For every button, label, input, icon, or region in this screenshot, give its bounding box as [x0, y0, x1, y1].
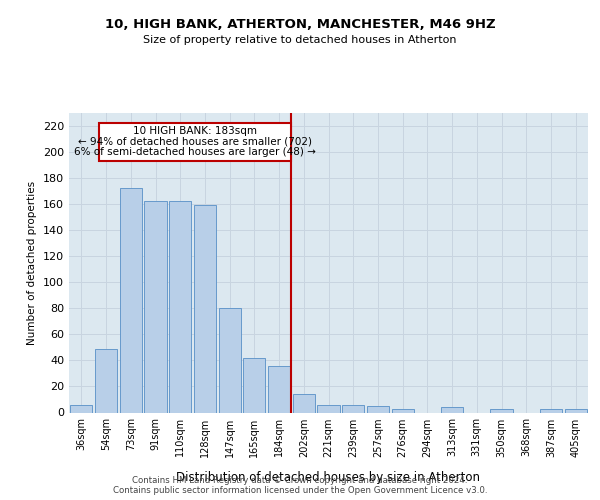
Bar	[565, 408, 587, 412]
Bar	[490, 408, 512, 412]
Bar	[95, 348, 117, 412]
Bar	[119, 188, 142, 412]
Text: Size of property relative to detached houses in Atherton: Size of property relative to detached ho…	[143, 35, 457, 45]
Bar	[194, 205, 216, 412]
Bar	[218, 308, 241, 412]
X-axis label: Distribution of detached houses by size in Atherton: Distribution of detached houses by size …	[176, 471, 481, 484]
Text: Contains public sector information licensed under the Open Government Licence v3: Contains public sector information licen…	[113, 486, 487, 495]
Y-axis label: Number of detached properties: Number of detached properties	[28, 180, 37, 344]
Text: 10 HIGH BANK: 183sqm: 10 HIGH BANK: 183sqm	[133, 126, 257, 136]
Text: ← 94% of detached houses are smaller (702): ← 94% of detached houses are smaller (70…	[78, 137, 312, 147]
Bar	[70, 404, 92, 412]
Bar	[145, 201, 167, 412]
Bar	[342, 404, 364, 412]
Bar	[268, 366, 290, 412]
Bar	[367, 406, 389, 412]
Bar	[540, 408, 562, 412]
Bar	[441, 408, 463, 412]
Text: 10, HIGH BANK, ATHERTON, MANCHESTER, M46 9HZ: 10, HIGH BANK, ATHERTON, MANCHESTER, M46…	[104, 18, 496, 30]
Bar	[98, 123, 292, 161]
Text: Contains HM Land Registry data © Crown copyright and database right 2024.: Contains HM Land Registry data © Crown c…	[132, 476, 468, 485]
Bar	[243, 358, 265, 412]
Bar	[293, 394, 315, 412]
Bar	[169, 201, 191, 412]
Bar	[317, 404, 340, 412]
Bar	[392, 408, 414, 412]
Text: 6% of semi-detached houses are larger (48) →: 6% of semi-detached houses are larger (4…	[74, 148, 316, 158]
